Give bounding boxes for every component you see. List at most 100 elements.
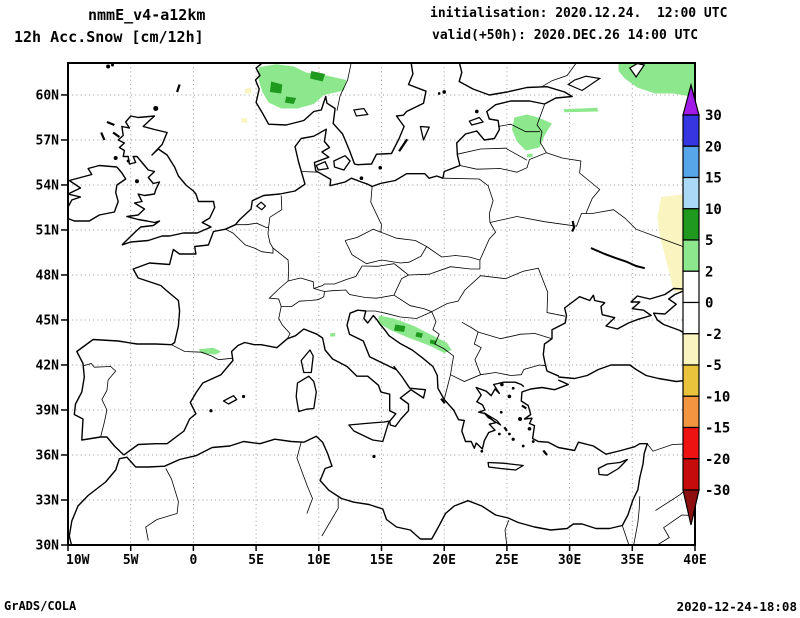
country-border: [489, 209, 695, 251]
colorbar-label: -5: [705, 358, 722, 374]
coastline: [68, 164, 127, 222]
country-border: [268, 277, 325, 307]
country-border: [301, 171, 319, 173]
narrow-island: [440, 398, 446, 404]
colorbar-label: 10: [705, 202, 722, 218]
y-axis-tick-label: 36N: [36, 448, 60, 463]
y-axis-tick-label: 33N: [36, 493, 60, 508]
small-island: [442, 90, 447, 94]
y-axis-tick-label: 42N: [36, 358, 60, 373]
small-island: [241, 394, 246, 399]
colorbar-label: 2: [705, 264, 713, 280]
snow-patch-dinaric-core-1: [394, 324, 406, 332]
country-border: [431, 303, 448, 313]
lake: [628, 63, 646, 79]
country-border: [443, 367, 453, 400]
y-axis-tick-label: 60N: [36, 88, 60, 103]
country-border: [235, 222, 269, 229]
country-border: [370, 186, 382, 233]
coastline: [371, 63, 573, 188]
country-border: [313, 265, 363, 289]
coastline: [68, 379, 648, 545]
country-border: [408, 266, 480, 276]
small-island: [153, 105, 159, 111]
narrow-island: [542, 449, 548, 456]
narrow-island: [100, 132, 106, 141]
country-border: [278, 306, 291, 339]
country-border: [457, 147, 528, 161]
y-axis-tick-label: 48N: [36, 268, 60, 283]
country-border: [83, 363, 117, 438]
narrow-island: [521, 404, 527, 410]
snow-patch-norway-coast-neg-2: [241, 118, 248, 123]
colorbar-segment: [682, 176, 700, 210]
colorbar-label: 0: [705, 296, 713, 312]
small-island: [378, 165, 383, 170]
snow-patch-norway-core-3: [284, 96, 297, 104]
narrow-island: [176, 84, 181, 93]
island-coastline: [483, 412, 502, 426]
creation-timestamp: 2020-12-24-18:08: [676, 599, 797, 614]
colorbar-label: -15: [705, 421, 730, 437]
country-border: [344, 228, 428, 265]
y-axis-tick-label: 54N: [36, 178, 60, 193]
x-axis-tick-label: 5E: [248, 553, 264, 568]
colorbar-segment: [682, 364, 700, 397]
colorbar-bottom-arrow: [682, 489, 700, 526]
island-coastline: [348, 420, 390, 443]
country-border: [656, 514, 695, 545]
small-island: [359, 176, 364, 181]
country-border: [459, 104, 547, 173]
x-axis-tick-label: 25E: [495, 553, 518, 568]
small-island: [126, 159, 130, 163]
small-island: [113, 155, 118, 160]
country-border: [272, 247, 290, 282]
country-border: [633, 496, 641, 545]
y-axis-tick-label: 30N: [36, 539, 60, 554]
colorbar-segment: [682, 270, 700, 304]
snow-patch-dinaric-core-2: [415, 332, 423, 338]
country-border: [450, 364, 546, 382]
small-island: [480, 449, 484, 453]
country-border: [546, 152, 601, 214]
colorbar-segment: [682, 301, 700, 335]
colorbar-label: -2: [705, 327, 722, 343]
x-axis-tick-label: 30E: [558, 553, 581, 568]
small-island: [507, 394, 512, 399]
colorbar-segment: [682, 426, 700, 460]
y-axis-tick-label: 39N: [36, 403, 60, 418]
snow-patch-peipus-dot: [527, 153, 533, 158]
colorbar-label: 5: [705, 233, 713, 249]
country-border: [461, 321, 553, 340]
small-island: [511, 386, 515, 390]
colorbar-segment: [682, 333, 700, 366]
country-border: [321, 497, 339, 537]
small-island: [499, 410, 503, 414]
colorbar-segment: [682, 239, 700, 272]
country-border: [362, 263, 396, 267]
kremenchuk-reservoir-mark: [590, 247, 646, 270]
narrow-island: [106, 120, 115, 127]
x-axis-tick-label: 10E: [307, 553, 330, 568]
narrow-island: [503, 426, 508, 432]
small-island: [209, 409, 213, 413]
narrow-island: [398, 138, 409, 152]
colorbar-segment: [682, 114, 700, 147]
country-border: [541, 63, 577, 88]
country-border: [443, 177, 497, 261]
island-coastline: [333, 155, 351, 171]
snow-patch-norway-core-1: [269, 81, 283, 94]
x-axis-tick-label: 35E: [621, 553, 644, 568]
colorbar-segment: [682, 208, 700, 241]
lake: [255, 201, 267, 211]
island-coastline: [487, 461, 524, 471]
small-island: [500, 382, 504, 387]
colorbar-segment: [682, 145, 700, 179]
snow-patch-norway-coast-neg-1: [244, 87, 252, 94]
colorbar-segment: [682, 395, 700, 429]
colorbar-segment: [682, 458, 700, 491]
x-axis-tick-label: 0: [189, 553, 197, 568]
island-coastline: [300, 349, 314, 374]
